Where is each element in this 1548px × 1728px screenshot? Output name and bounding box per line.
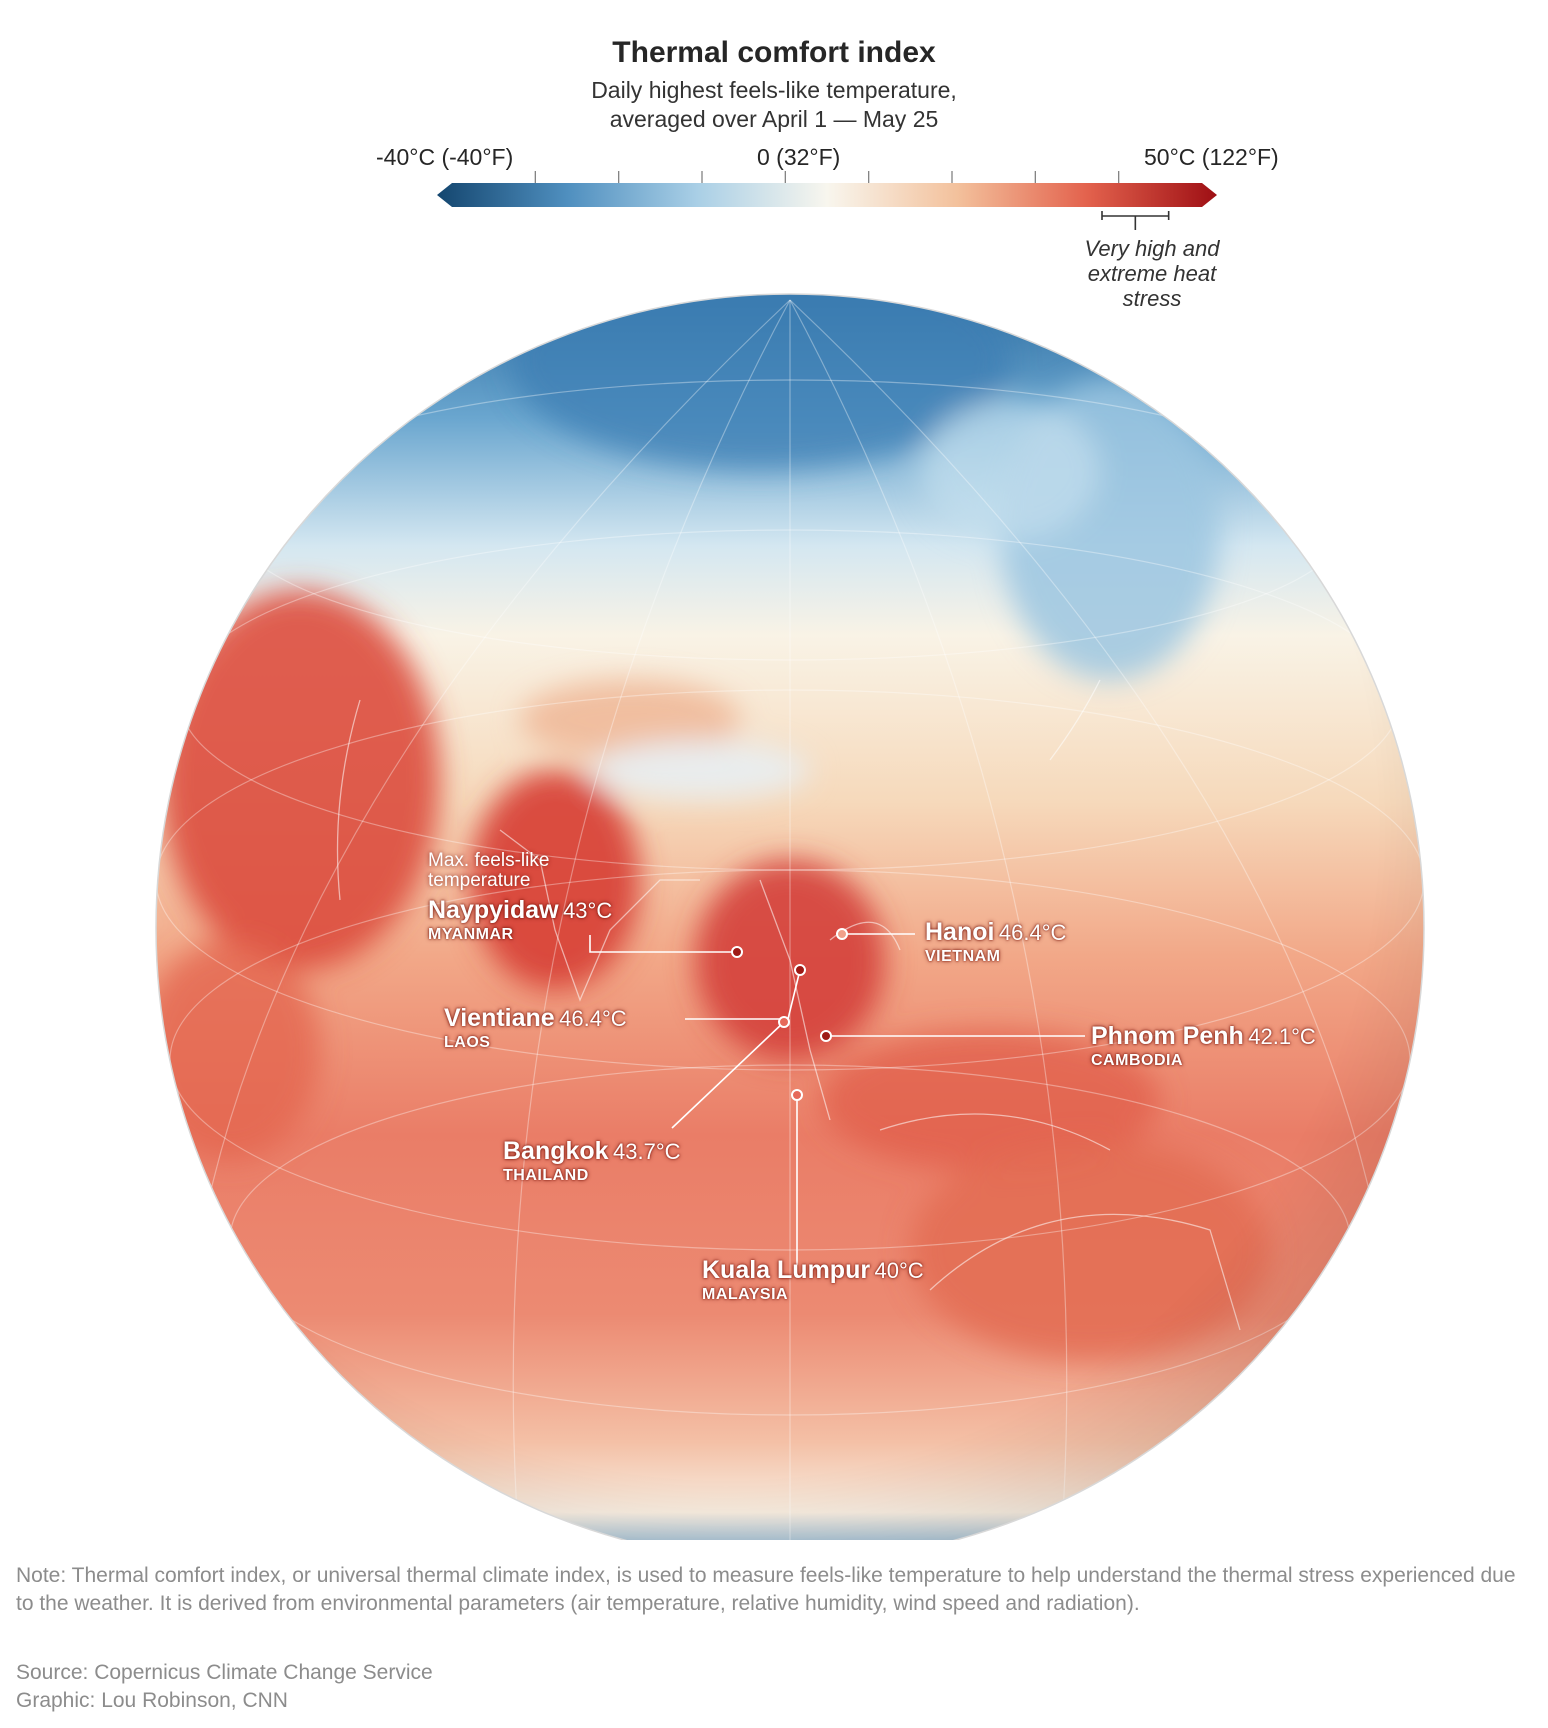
subtitle-line-1: Daily highest feels-like temperature, <box>591 77 957 103</box>
color-scale-ticks <box>534 171 1120 183</box>
city-temp: 46.4°C <box>998 920 1067 945</box>
city-label-hanoi: Hanoi 46.4°C VIETNAM <box>925 918 1066 966</box>
stress-range-bracket <box>1101 211 1170 230</box>
city-country: CAMBODIA <box>1091 1052 1183 1069</box>
globe-map <box>155 293 1425 1540</box>
color-scale-bar <box>437 183 1217 207</box>
city-name: Kuala Lumpur <box>702 1256 871 1284</box>
legend-mid-label: 0 (32°F) <box>757 144 841 170</box>
source-credit: Source: Copernicus Climate Change Servic… <box>16 1661 433 1684</box>
marker-phnompenh <box>820 1030 832 1042</box>
marker-naypyidaw <box>731 946 743 958</box>
city-markers <box>731 928 848 1101</box>
city-name: Vientiane <box>444 1004 555 1032</box>
city-label-phnompenh: Phnom Penh 42.1°C CAMBODIA <box>1091 1022 1316 1070</box>
city-country: MYANMAR <box>428 926 514 943</box>
map-title: Thermal comfort index <box>612 36 936 69</box>
globe-outline <box>155 293 1425 1540</box>
marker-hanoi <box>836 928 848 940</box>
map-subtitle: Daily highest feels-like temperature, av… <box>0 76 1548 134</box>
max-feels-like-hint: Max. feels-like temperature <box>428 850 550 891</box>
footnote: Note: Thermal comfort index, or universa… <box>16 1564 1516 1615</box>
heat-stress-label: Very high and extreme heat stress <box>1084 236 1220 311</box>
marker-vientiane <box>794 964 806 976</box>
city-country: MALAYSIA <box>702 1286 789 1303</box>
city-name: Bangkok <box>503 1137 609 1165</box>
subtitle-line-2: averaged over April 1 — May 25 <box>609 106 939 132</box>
city-temp: 42.1°C <box>1248 1024 1316 1049</box>
leader-naypyidaw <box>589 935 737 953</box>
color-scale-legend <box>437 171 1217 230</box>
legend-min-label: -40°C (-40°F) <box>376 144 514 170</box>
city-temp: 43°C <box>563 898 613 923</box>
city-name: Phnom Penh <box>1091 1022 1244 1050</box>
marker-bangkok <box>778 1016 790 1028</box>
city-name: Naypyidaw <box>428 896 559 924</box>
city-label-naypyidaw: Naypyidaw 43°C MYANMAR <box>428 896 612 944</box>
leader-bangkok <box>671 1021 785 1129</box>
city-temp: 43.7°C <box>613 1139 681 1164</box>
globe-surface <box>156 294 1424 1540</box>
marker-kualalumpur <box>791 1089 803 1101</box>
city-label-kualalumpur: Kuala Lumpur 40°C MALAYSIA <box>702 1256 924 1304</box>
city-label-bangkok: Bangkok 43.7°C THAILAND <box>503 1137 681 1185</box>
city-name: Hanoi <box>925 918 995 946</box>
legend-max-label: 50°C (122°F) <box>1144 144 1279 170</box>
city-country: VIETNAM <box>925 948 1001 965</box>
graphic-credit: Graphic: Lou Robinson, CNN <box>16 1689 288 1712</box>
city-country: THAILAND <box>503 1167 589 1184</box>
city-temp: 40°C <box>874 1258 924 1283</box>
city-temp: 46.4°C <box>559 1006 627 1031</box>
city-label-vientiane: Vientiane 46.4°C LAOS <box>444 1004 627 1052</box>
city-country: LAOS <box>444 1034 491 1051</box>
